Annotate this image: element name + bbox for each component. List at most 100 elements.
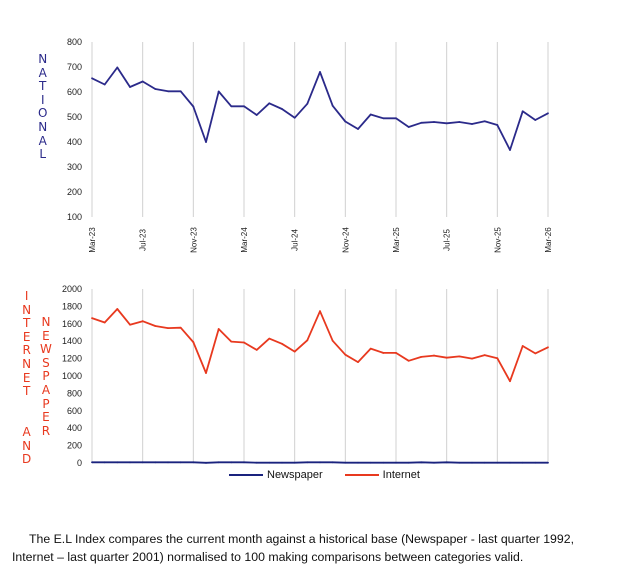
footnote-line-1: The E.L Index compares the current month…	[29, 532, 574, 546]
axis-label-letter: E	[22, 329, 31, 344]
data-point-internet	[471, 357, 473, 360]
data-point-internet	[217, 328, 220, 330]
axis-label-letter: A	[41, 382, 51, 397]
data-point-newspaper	[433, 461, 435, 464]
data-point-national	[369, 113, 372, 116]
axis-label-letter: N	[22, 356, 32, 371]
data-point-internet	[420, 355, 423, 358]
data-point-internet	[407, 359, 410, 362]
data-point-internet	[293, 350, 296, 353]
data-point-national	[293, 116, 296, 119]
data-point-newspaper	[91, 461, 93, 464]
data-point-national	[534, 119, 537, 121]
data-point-internet	[547, 346, 549, 349]
y-tick-label: 800	[67, 388, 82, 398]
x-tick-label: Mar-25	[392, 227, 401, 253]
axis-label-letter: A	[22, 424, 31, 439]
x-tick-label: Mar-26	[544, 227, 553, 253]
data-point-internet	[395, 352, 397, 354]
y-tick-label: 0	[77, 458, 82, 468]
axis-label-letter: I	[40, 92, 45, 107]
data-point-newspaper	[509, 461, 511, 464]
data-point-internet	[534, 352, 537, 355]
data-point-newspaper	[445, 461, 448, 464]
data-point-internet	[483, 354, 486, 357]
data-point-internet	[141, 320, 144, 323]
data-point-internet	[243, 341, 245, 344]
data-point-national	[331, 104, 334, 107]
data-point-national	[471, 123, 473, 125]
series-line-internet	[91, 308, 549, 383]
y-tick-label: 1400	[62, 336, 82, 346]
data-point-national	[268, 102, 271, 105]
data-point-newspaper	[382, 461, 385, 464]
data-point-national	[103, 83, 106, 86]
data-point-newspaper	[293, 461, 296, 464]
y-tick-label: 600	[67, 87, 82, 97]
axis-label-letter: N	[22, 438, 32, 453]
data-point-national	[395, 117, 397, 120]
axis-label-letter: E	[42, 328, 50, 343]
y-tick-label: 400	[67, 423, 82, 433]
data-point-internet	[306, 339, 309, 342]
data-point-newspaper	[395, 461, 397, 464]
data-point-national	[167, 90, 169, 93]
legend-item-newspaper: Newspaper	[229, 469, 323, 481]
data-point-internet	[319, 310, 321, 313]
legend-label-newspaper: Newspaper	[267, 469, 323, 481]
axis-label-letter: I	[24, 289, 29, 303]
data-point-national	[243, 105, 245, 108]
data-point-newspaper	[268, 461, 271, 464]
y-tick-label: 400	[67, 137, 82, 147]
data-point-internet	[268, 337, 271, 340]
axis-label-letter: T	[22, 384, 31, 399]
data-point-internet	[230, 340, 233, 343]
data-point-newspaper	[471, 461, 473, 464]
y-tick-label: 1000	[62, 371, 82, 381]
axis-label-letter: N	[22, 302, 32, 317]
internet-newspaper-series	[91, 308, 549, 464]
data-point-national	[281, 108, 283, 110]
y-tick-label: 600	[67, 406, 82, 416]
data-point-internet	[521, 345, 524, 347]
data-point-newspaper	[192, 461, 195, 464]
data-point-internet	[179, 326, 182, 329]
axis-label-letter: N	[41, 315, 51, 329]
axis-label-letter: S	[42, 355, 50, 370]
y-tick-label: 1200	[62, 354, 82, 364]
data-point-newspaper	[407, 461, 410, 464]
data-point-newspaper	[255, 461, 258, 464]
series-line-national	[91, 66, 549, 151]
data-point-national	[420, 121, 423, 124]
data-point-national	[192, 105, 195, 108]
data-point-internet	[331, 339, 334, 342]
axis-label-letter: E	[42, 410, 50, 425]
data-point-national	[445, 122, 448, 125]
data-point-newspaper	[496, 461, 499, 464]
y-tick-label: 200	[67, 441, 82, 451]
y-tick-label: 1600	[62, 319, 82, 329]
data-point-internet	[205, 372, 207, 374]
national-x-axis-ticks: Mar-23 Jul-23 Nov-23 Mar-24 Jul-24 Nov-24 Mar-…	[88, 227, 553, 253]
data-point-internet	[357, 361, 359, 363]
data-point-newspaper	[179, 461, 182, 464]
y-tick-label: 200	[67, 187, 82, 197]
data-point-internet	[496, 357, 499, 360]
x-tick-label: Mar-24	[240, 227, 249, 253]
data-point-national	[483, 120, 486, 123]
data-point-internet	[433, 354, 435, 357]
data-point-national	[306, 102, 309, 105]
data-point-national	[433, 121, 435, 123]
axis-label-letter: T	[39, 79, 47, 94]
axis-label-letter: N	[38, 52, 48, 66]
chart-legend: Newspaper Internet	[229, 469, 442, 481]
data-point-national	[547, 112, 549, 115]
national-chart: 800 700 600 500 400 300 200 100 Mar-23 Jul-23 Nov…	[67, 37, 553, 253]
x-tick-label: Nov-24	[341, 227, 350, 253]
data-point-newspaper	[306, 461, 309, 464]
data-point-internet	[129, 323, 131, 326]
